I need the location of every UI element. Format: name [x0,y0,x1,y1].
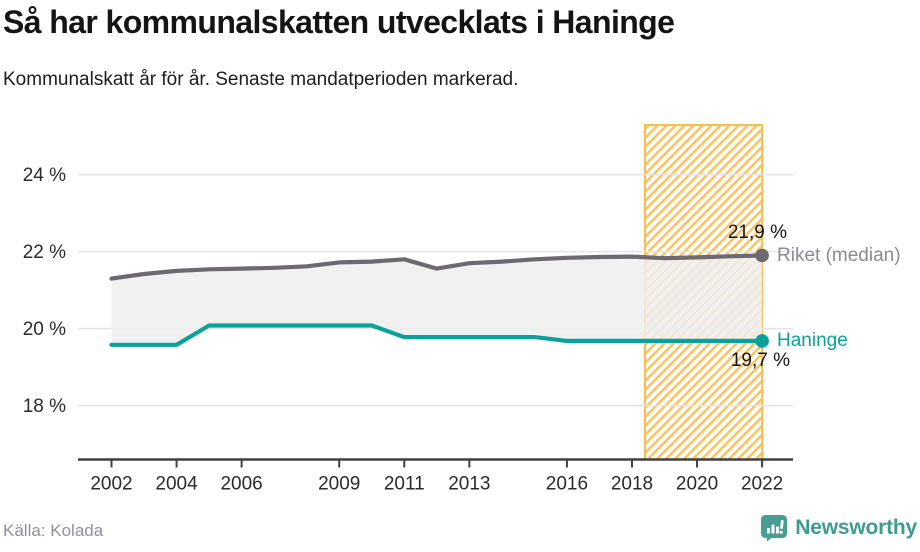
newsworthy-logo-icon [760,514,788,542]
svg-text:22 %: 22 % [23,242,66,263]
svg-text:18 %: 18 % [23,396,66,417]
x-axis-labels: 2002 2004 2006 2009 2011 2013 2016 2018 2020 2022 [90,474,783,495]
y-axis-labels: 24 % 22 % 20 % 18 % [23,165,66,417]
chart-subtitle: Kommunalskatt år för år. Senaste mandatp… [3,69,519,90]
svg-text:2004: 2004 [155,474,198,495]
svg-text:2002: 2002 [90,474,132,495]
svg-text:2009: 2009 [318,474,360,495]
svg-text:2018: 2018 [611,474,653,495]
x-axis [78,458,793,468]
newsworthy-wordmark: Newsworthy [795,516,917,539]
end-value-label-haninge: 19,7 % [730,350,790,371]
svg-text:20 %: 20 % [23,319,66,340]
svg-text:24 %: 24 % [23,165,66,186]
end-value-label-riket: 21,9 % [727,222,787,243]
series-label-haninge: Haninge [777,330,848,351]
data-lines [109,248,769,348]
series-label-riket: Riket (median) [777,245,901,266]
page-title: Så har kommunalskatten utvecklats i Hani… [3,4,675,40]
newsworthy-logo: Newsworthy [760,514,917,542]
svg-text:2013: 2013 [448,474,490,495]
svg-text:2020: 2020 [676,474,718,495]
svg-text:2011: 2011 [384,474,425,495]
between-series-fill [111,255,763,345]
source-credit: Källa: Kolada [3,521,104,540]
svg-text:2016: 2016 [546,474,588,495]
svg-text:2006: 2006 [220,474,262,495]
svg-text:2022: 2022 [741,474,783,495]
